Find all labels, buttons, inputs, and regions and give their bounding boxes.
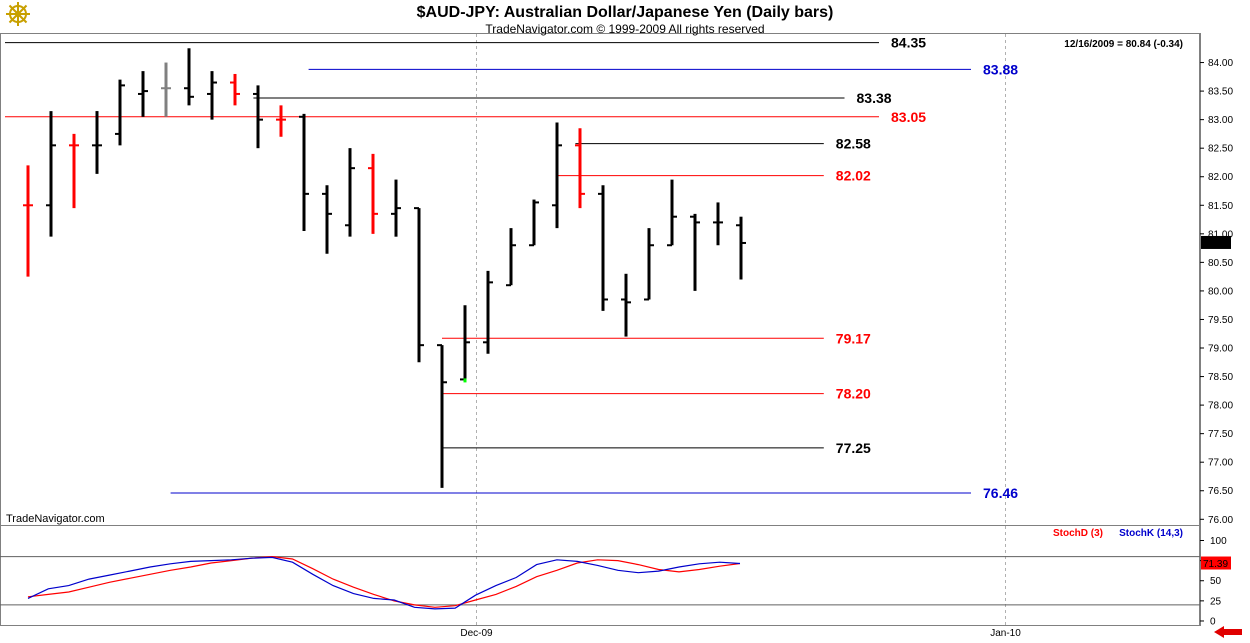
x-tick-jan: Jan-10 — [990, 628, 1021, 639]
stoch-y-tick-label: 100 — [1210, 536, 1227, 547]
level-label: 78.20 — [836, 386, 871, 402]
legend-stochd: StochD (3) — [1053, 528, 1103, 539]
price-y-tick-label: 78.50 — [1208, 372, 1233, 383]
x-tick-dec: Dec-09 — [460, 628, 493, 639]
y-tick-layer: 84.00 83.50 83.00 82.50 82.00 81.50 81.00 80.50… — [1200, 58, 1233, 526]
stoch-series-line — [27, 556, 741, 610]
stoch-layer: 100755025071.39 — [0, 536, 1231, 627]
price-y-tick-label: 83.50 — [1208, 87, 1233, 98]
price-panel-frame — [0, 33, 1200, 526]
left-arrow-icon[interactable] — [1214, 626, 1242, 638]
price-y-tick-label: 82.50 — [1208, 144, 1233, 155]
price-y-tick-label: 76.00 — [1208, 515, 1233, 526]
last-price-box — [1201, 235, 1231, 249]
bar-layer — [23, 48, 746, 488]
price-y-tick-label: 84.00 — [1208, 58, 1233, 69]
stoch-y-tick-label: 25 — [1210, 596, 1222, 607]
last-quote: 12/16/2009 = 80.84 (-0.34) — [1064, 39, 1183, 50]
price-y-tick-label: 76.50 — [1208, 486, 1233, 497]
price-y-tick-label: 83.00 — [1208, 115, 1233, 126]
stoch-y-tick-label: 50 — [1210, 576, 1222, 587]
level-label: 76.46 — [983, 485, 1018, 501]
stoch-last-label: 71.39 — [1203, 559, 1228, 570]
price-y-tick-label: 80.00 — [1208, 286, 1233, 297]
stoch-panel-frame — [0, 525, 1200, 626]
ship-wheel-logo-icon[interactable] — [6, 2, 30, 26]
stoch-y-tick-label: 0 — [1210, 616, 1216, 627]
legend-stochk: StochK (14,3) — [1119, 528, 1183, 539]
price-y-tick-label: 80.50 — [1208, 258, 1233, 269]
level-label: 83.05 — [891, 109, 926, 125]
level-layer: 84.35 83.88 83.38 83.05 82.58 82.02 79.17 78.20… — [5, 35, 1018, 501]
level-label: 82.02 — [836, 168, 871, 184]
stoch-series-line — [27, 555, 741, 608]
chart-title: $AUD-JPY: Australian Dollar/Japanese Yen… — [417, 4, 834, 21]
price-y-tick-label: 78.00 — [1208, 401, 1233, 412]
level-label: 77.25 — [836, 440, 871, 456]
level-label: 84.35 — [891, 35, 926, 51]
last-price-label: 80.84 — [1203, 238, 1228, 249]
price-y-tick-label: 82.00 — [1208, 172, 1233, 183]
watermark: TradeNavigator.com — [6, 513, 105, 525]
price-y-tick-label: 81.50 — [1208, 201, 1233, 212]
level-label: 82.58 — [836, 136, 871, 152]
price-y-tick-label: 77.00 — [1208, 458, 1233, 469]
signal-marker — [463, 378, 467, 383]
stoch-last-box — [1201, 556, 1231, 570]
level-label: 83.38 — [857, 90, 892, 106]
price-y-tick-label: 77.50 — [1208, 429, 1233, 440]
grid-layer — [476, 34, 1006, 625]
price-y-tick-label: 81.00 — [1208, 229, 1233, 240]
chart-subtitle: TradeNavigator.com © 1999-2009 All right… — [485, 22, 764, 36]
level-label: 79.17 — [836, 330, 871, 346]
price-y-tick-label: 79.00 — [1208, 344, 1233, 355]
price-y-tick-label: 79.50 — [1208, 315, 1233, 326]
level-label: 83.88 — [983, 61, 1018, 77]
